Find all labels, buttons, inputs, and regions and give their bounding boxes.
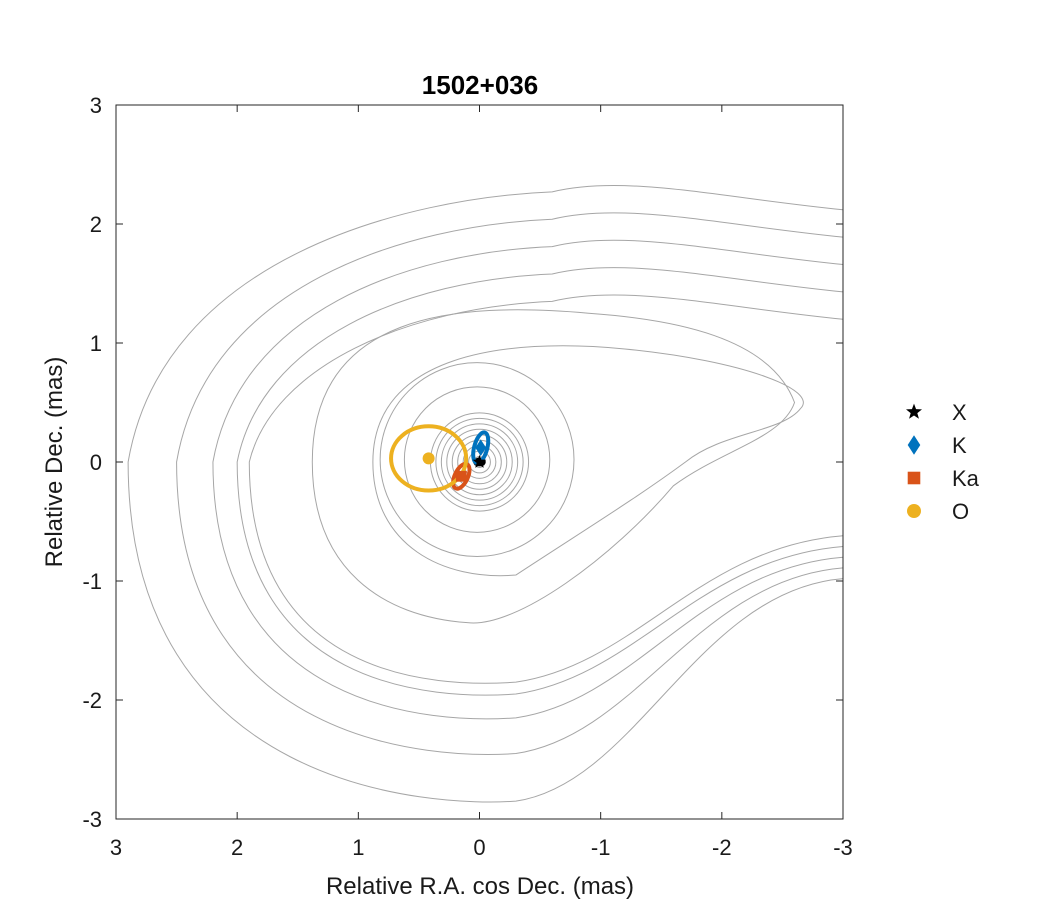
marker-k: [475, 439, 487, 457]
x-tick-label: 0: [473, 835, 485, 860]
y-tick-label: -2: [82, 688, 102, 713]
legend-marker-x: [906, 403, 922, 419]
data-markers: [422, 439, 487, 482]
x-axis-ticks: 3 2 1 0 -1 -2 -3: [110, 105, 853, 860]
marker-x: [472, 454, 487, 468]
chart-title: 1502+036: [422, 70, 538, 100]
contour-line: [311, 309, 796, 624]
y-tick-label: -1: [82, 569, 102, 594]
contour-line: [236, 267, 844, 696]
contour-line: [435, 417, 524, 507]
x-tick-label: -2: [712, 835, 732, 860]
legend-label-ka: Ka: [952, 466, 980, 491]
x-tick-label: -3: [833, 835, 853, 860]
legend-marker-o: [907, 504, 921, 518]
error-ellipse-k: [471, 430, 491, 466]
x-tick-label: 3: [110, 835, 122, 860]
contour-line: [372, 345, 804, 577]
x-tick-label: -1: [591, 835, 611, 860]
y-tick-label: 1: [90, 331, 102, 356]
contour-line: [446, 428, 513, 496]
marker-o: [422, 452, 435, 465]
x-axis-label: Relative R.A. cos Dec. (mas): [326, 873, 634, 900]
contour-lines: [127, 184, 844, 803]
y-tick-label: 2: [90, 212, 102, 237]
marker-ka: [455, 470, 467, 482]
contour-line: [403, 386, 551, 533]
y-axis-label: Relative Dec. (mas): [41, 357, 68, 568]
y-tick-label: 3: [90, 93, 102, 118]
contour-line: [176, 212, 844, 755]
error-ellipse-o: [389, 424, 469, 493]
legend: XK Ka O: [906, 400, 980, 524]
contour-line: [127, 184, 844, 803]
contour-line: [212, 239, 844, 720]
y-axis-ticks: 3 2 1 0 -1 -2 -3: [82, 93, 843, 832]
legend-marker-ka: [907, 471, 921, 485]
x-tick-label: 1: [352, 835, 364, 860]
legend-marker-k: [907, 435, 921, 455]
legend-label-k: K: [952, 433, 967, 458]
contour-line: [440, 423, 519, 501]
legend-label-o: O: [952, 499, 969, 524]
contour-line: [248, 294, 844, 684]
x-tick-label: 2: [231, 835, 243, 860]
y-tick-label: 0: [90, 450, 102, 475]
contour-line: [457, 439, 502, 485]
y-tick-label: -3: [82, 807, 102, 832]
legend-label-x: X: [952, 400, 967, 425]
contour-line: [379, 362, 575, 558]
